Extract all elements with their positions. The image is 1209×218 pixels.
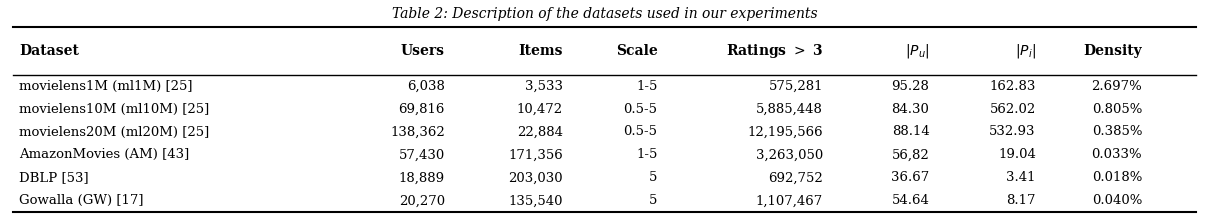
- Text: 2.697%: 2.697%: [1092, 80, 1143, 93]
- Text: 1-5: 1-5: [636, 148, 658, 161]
- Text: 18,889: 18,889: [399, 171, 445, 184]
- Text: 3.41: 3.41: [1006, 171, 1036, 184]
- Text: Gowalla (GW) [17]: Gowalla (GW) [17]: [19, 194, 144, 207]
- Text: 0.018%: 0.018%: [1092, 171, 1143, 184]
- Text: 1,107,467: 1,107,467: [756, 194, 823, 207]
- Text: movielens1M (ml1M) [25]: movielens1M (ml1M) [25]: [19, 80, 193, 93]
- Text: movielens20M (ml20M) [25]: movielens20M (ml20M) [25]: [19, 125, 209, 138]
- Text: 57,430: 57,430: [399, 148, 445, 161]
- Text: 0.805%: 0.805%: [1092, 102, 1143, 116]
- Text: 88.14: 88.14: [892, 125, 930, 138]
- Text: 3,533: 3,533: [525, 80, 563, 93]
- Text: 8.17: 8.17: [1006, 194, 1036, 207]
- Text: 138,362: 138,362: [391, 125, 445, 138]
- Text: 562.02: 562.02: [990, 102, 1036, 116]
- Text: 5: 5: [649, 194, 658, 207]
- Text: 5,885,448: 5,885,448: [756, 102, 823, 116]
- Text: 22,884: 22,884: [517, 125, 563, 138]
- Text: Ratings $>$ 3: Ratings $>$ 3: [725, 42, 823, 60]
- Text: Scale: Scale: [615, 44, 658, 58]
- Text: 10,472: 10,472: [517, 102, 563, 116]
- Text: 0.5-5: 0.5-5: [624, 125, 658, 138]
- Text: 0.040%: 0.040%: [1092, 194, 1143, 207]
- Text: Density: Density: [1083, 44, 1143, 58]
- Text: 0.033%: 0.033%: [1092, 148, 1143, 161]
- Text: Dataset: Dataset: [19, 44, 80, 58]
- Text: Table 2: Description of the datasets used in our experiments: Table 2: Description of the datasets use…: [392, 7, 817, 20]
- Text: 532.93: 532.93: [989, 125, 1036, 138]
- Text: 20,270: 20,270: [399, 194, 445, 207]
- Text: 56,82: 56,82: [892, 148, 930, 161]
- Text: 95.28: 95.28: [891, 80, 930, 93]
- Text: 69,816: 69,816: [399, 102, 445, 116]
- Text: $|P_u|$: $|P_u|$: [906, 42, 930, 60]
- Text: 575,281: 575,281: [769, 80, 823, 93]
- Text: DBLP [53]: DBLP [53]: [19, 171, 89, 184]
- Text: 0.385%: 0.385%: [1092, 125, 1143, 138]
- Text: 36.67: 36.67: [891, 171, 930, 184]
- Text: $|P_i|$: $|P_i|$: [1014, 42, 1036, 60]
- Text: 1-5: 1-5: [636, 80, 658, 93]
- Text: 5: 5: [649, 171, 658, 184]
- Text: Items: Items: [519, 44, 563, 58]
- Text: 12,195,566: 12,195,566: [747, 125, 823, 138]
- Text: 203,030: 203,030: [508, 171, 563, 184]
- Text: movielens10M (ml10M) [25]: movielens10M (ml10M) [25]: [19, 102, 209, 116]
- Text: 171,356: 171,356: [508, 148, 563, 161]
- Text: 0.5-5: 0.5-5: [624, 102, 658, 116]
- Text: Users: Users: [401, 44, 445, 58]
- Text: 6,038: 6,038: [407, 80, 445, 93]
- Text: 54.64: 54.64: [891, 194, 930, 207]
- Text: 84.30: 84.30: [891, 102, 930, 116]
- Text: 135,540: 135,540: [509, 194, 563, 207]
- Text: 3,263,050: 3,263,050: [756, 148, 823, 161]
- Text: 19.04: 19.04: [997, 148, 1036, 161]
- Text: 162.83: 162.83: [989, 80, 1036, 93]
- Text: AmazonMovies (AM) [43]: AmazonMovies (AM) [43]: [19, 148, 190, 161]
- Text: 692,752: 692,752: [768, 171, 823, 184]
